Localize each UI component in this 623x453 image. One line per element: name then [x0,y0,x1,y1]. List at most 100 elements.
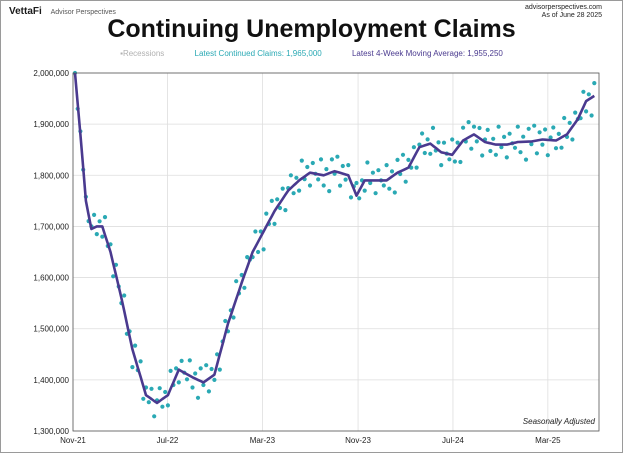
claims-point [474,139,479,144]
claims-point [283,208,288,213]
claims-point [297,188,302,193]
legend: ▪Recessions Latest Continued Claims: 1,9… [1,49,622,58]
claims-point [395,157,400,162]
claims-point [551,125,556,130]
claims-point [461,125,466,130]
claims-point [157,386,162,391]
claims-point [365,160,370,165]
claims-point [515,124,520,129]
claims-point [411,145,416,150]
claims-point [354,180,359,186]
legend-latest-ma: Latest 4-Week Moving Average: 1,955,250 [351,49,503,58]
claims-point [387,186,392,191]
y-tick-label: 2,000,000 [33,69,69,78]
claims-point [504,155,509,160]
claims-point [176,380,181,385]
claims-point [234,279,239,284]
claims-point [422,150,427,156]
claims-point [102,215,108,220]
claims-point [403,179,408,184]
claims-point [406,157,411,162]
claims-point [570,137,575,142]
claims-point [466,120,471,125]
claims-point [97,219,102,224]
claims-point [133,343,138,348]
claims-point [414,165,419,170]
brand-sub: Advisor Perspectives [50,9,116,16]
claims-point [537,130,542,135]
claims-point [562,115,567,121]
claims-point [272,221,277,226]
claims-point [452,159,457,164]
claims-point [540,142,545,147]
claims-point [488,148,493,154]
y-tick-label: 1,500,000 [33,325,69,334]
brand: VettaFi Advisor Perspectives [9,6,116,17]
claims-point [348,195,354,200]
claims-point [346,163,351,168]
brand-name: VettaFi [9,6,42,17]
claims-point [242,285,247,290]
claims-point [152,414,157,419]
claims-point [256,249,261,255]
x-tick-label: Mar-25 [535,436,561,445]
claims-point [447,157,452,162]
claims-point [122,293,127,298]
claims-point [209,366,214,372]
claims-point [584,109,589,114]
claims-point [204,363,209,368]
claims-point [436,140,441,145]
claims-point [368,180,373,186]
claims-point [592,81,597,86]
x-axis-ticks: Nov-21 Jul-22 Mar-23 Nov-23 Jul-24 Mar-25 [60,436,561,445]
x-tick-label: Nov-23 [345,436,371,445]
claims-point [376,168,381,173]
claims-point [499,145,504,150]
claims-point [329,157,334,162]
claims-point [420,131,425,136]
moving-average-line [73,72,595,405]
claims-point [469,146,474,151]
claims-point [338,183,343,188]
claims-point [165,403,170,408]
claims-point [321,183,326,188]
claims-point [195,395,201,400]
claims-point [534,151,540,156]
y-tick-label: 1,900,000 [33,120,69,129]
claims-point [149,386,154,391]
claims-point [146,400,151,405]
as-of-date: As of June 28 2025 [541,12,602,19]
plot-border [72,72,600,432]
claims-point [141,396,146,401]
grid [72,72,599,432]
claims-point [184,377,190,382]
claims-point [389,169,395,174]
claims-point [277,205,283,211]
chart-title: Continuing Unemployment Claims [107,15,516,43]
claims-point [523,157,529,162]
y-tick-label: 1,700,000 [33,222,69,231]
claims-point [392,190,397,195]
claims-point [545,153,550,158]
site-url: advisorperspectives.com [524,4,602,11]
claims-point [305,164,310,170]
claims-point [439,163,444,168]
claims-point [160,404,165,409]
claims-point [507,131,512,136]
claims-point [201,382,206,388]
claims-point [485,127,490,132]
x-tick-label: Jul-24 [442,436,464,445]
claims-point [100,234,105,239]
claims-point [493,152,498,157]
claims-point [327,189,332,194]
claims-point [450,137,455,142]
claims-point [318,157,324,162]
claims-point [335,154,340,159]
claims-point [502,134,507,139]
claims-point [174,366,179,371]
claims-point [559,145,564,150]
claims-point [94,232,99,237]
claims-point [261,247,266,252]
claims-point [512,145,518,150]
